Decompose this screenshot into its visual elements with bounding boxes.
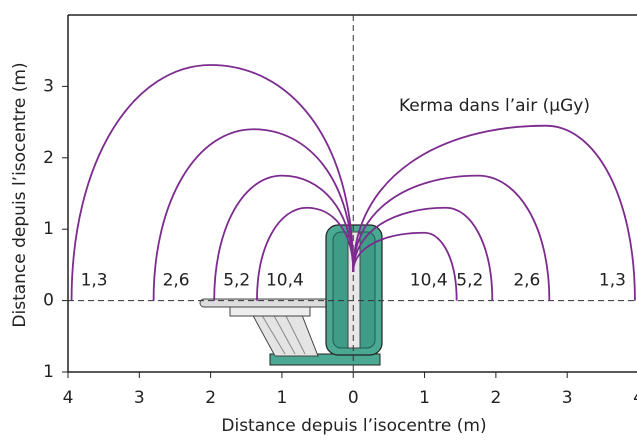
- y-tick-label: 0: [43, 291, 54, 311]
- y-tick-label: 2: [43, 148, 54, 168]
- curve-label: 2,6: [163, 271, 190, 291]
- y-tick-label: 1: [43, 362, 54, 382]
- curve-label: 5,2: [456, 271, 483, 291]
- x-tick-label: 3: [134, 388, 145, 408]
- x-tick-label: 1: [419, 388, 430, 408]
- x-tick-label: 1: [277, 388, 288, 408]
- x-tick-label: 0: [348, 388, 359, 408]
- chart: 432101234101231,32,65,210,410,45,22,61,3…: [0, 0, 637, 441]
- annotation: Kerma dans l’air (µGy): [399, 96, 590, 116]
- curve-label: 10,4: [410, 271, 448, 291]
- curve-label: 1,3: [81, 271, 108, 291]
- y-tick-label: 3: [43, 76, 54, 96]
- x-tick-label: 3: [562, 388, 573, 408]
- curve-label: 10,4: [266, 271, 304, 291]
- x-tick-label: 2: [490, 388, 501, 408]
- x-axis-label: Distance depuis l’isocentre (m): [221, 416, 486, 436]
- x-tick-label: 4: [633, 388, 637, 408]
- y-axis-label: Distance depuis l’isocentre (m): [10, 62, 30, 327]
- x-tick-label: 2: [205, 388, 216, 408]
- x-tick-label: 4: [63, 388, 74, 408]
- isodose-curve: [353, 126, 635, 301]
- y-tick-label: 1: [43, 219, 54, 239]
- curve-label: 1,3: [599, 271, 626, 291]
- curve-label: 5,2: [223, 271, 250, 291]
- curve-label: 2,6: [513, 271, 540, 291]
